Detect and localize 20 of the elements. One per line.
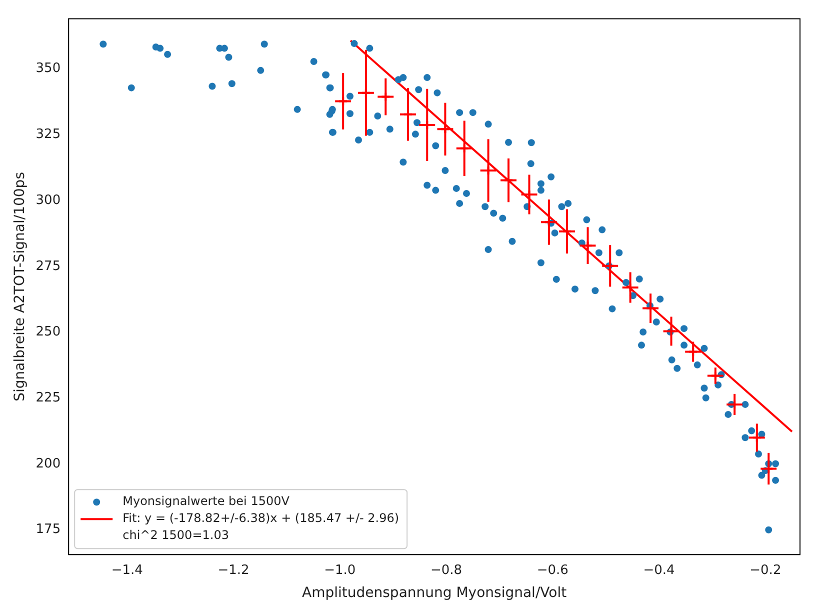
y-tick-label: 300 [36,192,61,208]
y-tick-label: 250 [36,324,61,340]
y-tick-label: 225 [36,390,61,406]
x-tick-label: −0.4 [643,562,675,578]
y-tick-label: 275 [36,258,61,274]
x-tick-label: −0.2 [750,562,782,578]
legend-label: Fit: y = (-178.82+/-6.38)x + (185.47 +/- 2.96) [122,511,400,526]
x-tick-label: −1.4 [111,562,143,578]
annotation: chi^2 1500=1.03 [122,528,229,542]
y-tick-label: 350 [36,61,61,76]
x-tick-label: −1.2 [218,562,250,578]
x-tick-label: −1.0 [324,562,356,578]
y-tick-label: 175 [36,522,61,538]
legend-label: Myonsignalwerte bei 1500V [122,494,290,508]
x-tick-label: −0.8 [430,562,462,578]
x-tick-label: −0.6 [536,562,568,578]
y-tick-label: 325 [36,127,61,142]
y-tick-label: 200 [36,456,61,472]
y-axis-title: Signalbreite A2TOT-Signal/100ps [12,172,28,402]
x-axis-title: Amplitudenspannung Myonsignal/Volt [302,585,568,602]
